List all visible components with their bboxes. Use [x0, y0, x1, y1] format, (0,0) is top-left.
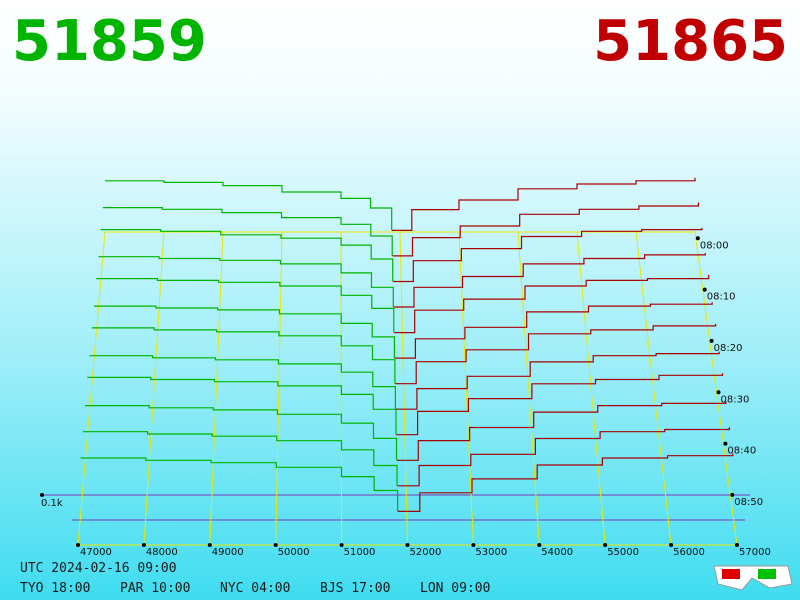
glasses-icon	[713, 565, 793, 591]
time-label: 08:20	[714, 343, 743, 354]
grid-line	[209, 231, 224, 546]
time-label: 08:30	[721, 394, 750, 405]
grid-line	[635, 231, 672, 546]
depth-label: 0.1k	[41, 498, 63, 509]
bid-depth-line	[89, 355, 396, 410]
grid-line	[399, 231, 408, 546]
time-label: 08:00	[700, 240, 729, 251]
x-tick	[603, 543, 608, 547]
x-tick-label: 48000	[146, 547, 178, 558]
x-tick	[669, 543, 674, 547]
time-label: 08:10	[707, 292, 736, 303]
bid-depth-line	[85, 405, 398, 461]
x-tick	[735, 543, 739, 547]
bid-depth-line	[82, 431, 398, 486]
bid-depth-line	[98, 256, 394, 307]
utc-time: UTC 2024-02-16 09:00	[20, 561, 177, 576]
x-tick-label: 50000	[278, 547, 310, 558]
x-tick	[471, 543, 476, 547]
x-tick-label: 57000	[739, 547, 771, 558]
ask-depth-line	[397, 453, 734, 512]
zone-time: TYO 18:00	[20, 581, 90, 596]
ask-depth-line	[392, 177, 696, 231]
x-tick	[339, 543, 344, 547]
time-tick	[709, 338, 714, 343]
time-tick	[723, 441, 728, 446]
ask-depth-line	[395, 351, 720, 410]
ask-depth-line	[394, 274, 710, 334]
ask-depth-line	[392, 202, 699, 257]
x-tick-label: 53000	[475, 547, 507, 558]
zone-time: BJS 17:00	[320, 581, 390, 596]
x-tick	[273, 543, 278, 547]
ask-depth-line	[396, 401, 727, 461]
bid-depth-line	[102, 207, 393, 256]
zone-time: PAR 10:00	[120, 581, 190, 596]
ask-depth-line	[394, 302, 713, 359]
grid-line	[77, 231, 106, 546]
x-tick	[76, 543, 80, 547]
x-tick	[207, 543, 212, 547]
time-label: 08:40	[727, 446, 756, 457]
x-tick-label: 51000	[344, 547, 376, 558]
ask-depth-line	[395, 323, 717, 385]
ask-depth-line	[393, 227, 703, 283]
x-tick-label: 54000	[541, 547, 573, 558]
ask-price: 51865	[593, 9, 788, 74]
x-tick	[405, 543, 410, 547]
grid-line	[275, 231, 283, 546]
bid-depth-line	[87, 376, 397, 435]
x-tick-label: 47000	[80, 547, 112, 558]
x-tick-label: 55000	[607, 547, 639, 558]
bid-depth-line	[91, 327, 396, 384]
bid-depth-line	[80, 457, 399, 512]
time-tick	[730, 492, 735, 497]
grid-line	[576, 231, 606, 546]
bid-depth-line	[105, 180, 393, 231]
time-tick	[702, 287, 707, 292]
x-tick-label: 49000	[212, 547, 244, 558]
grid-line	[517, 231, 540, 546]
bid-depth-line	[100, 229, 394, 282]
ask-depth-line	[396, 373, 724, 436]
bid-depth-line	[96, 278, 395, 333]
x-tick	[537, 543, 542, 547]
bid-depth-line	[94, 305, 395, 359]
grid-line	[143, 231, 165, 546]
time-label: 08:50	[734, 497, 763, 508]
x-tick-label: 56000	[673, 547, 705, 558]
x-tick	[141, 543, 146, 547]
x-tick-label: 52000	[410, 547, 442, 558]
grid-line	[694, 231, 738, 546]
depth-tick	[40, 493, 44, 497]
zone-time: LON 09:00	[420, 581, 490, 596]
ask-depth-line	[397, 427, 730, 487]
time-tick	[716, 390, 721, 395]
time-tick	[695, 236, 700, 241]
bid-price: 51859	[12, 9, 207, 74]
ask-depth-line	[393, 253, 706, 308]
zone-time: NYC 04:00	[220, 581, 290, 596]
